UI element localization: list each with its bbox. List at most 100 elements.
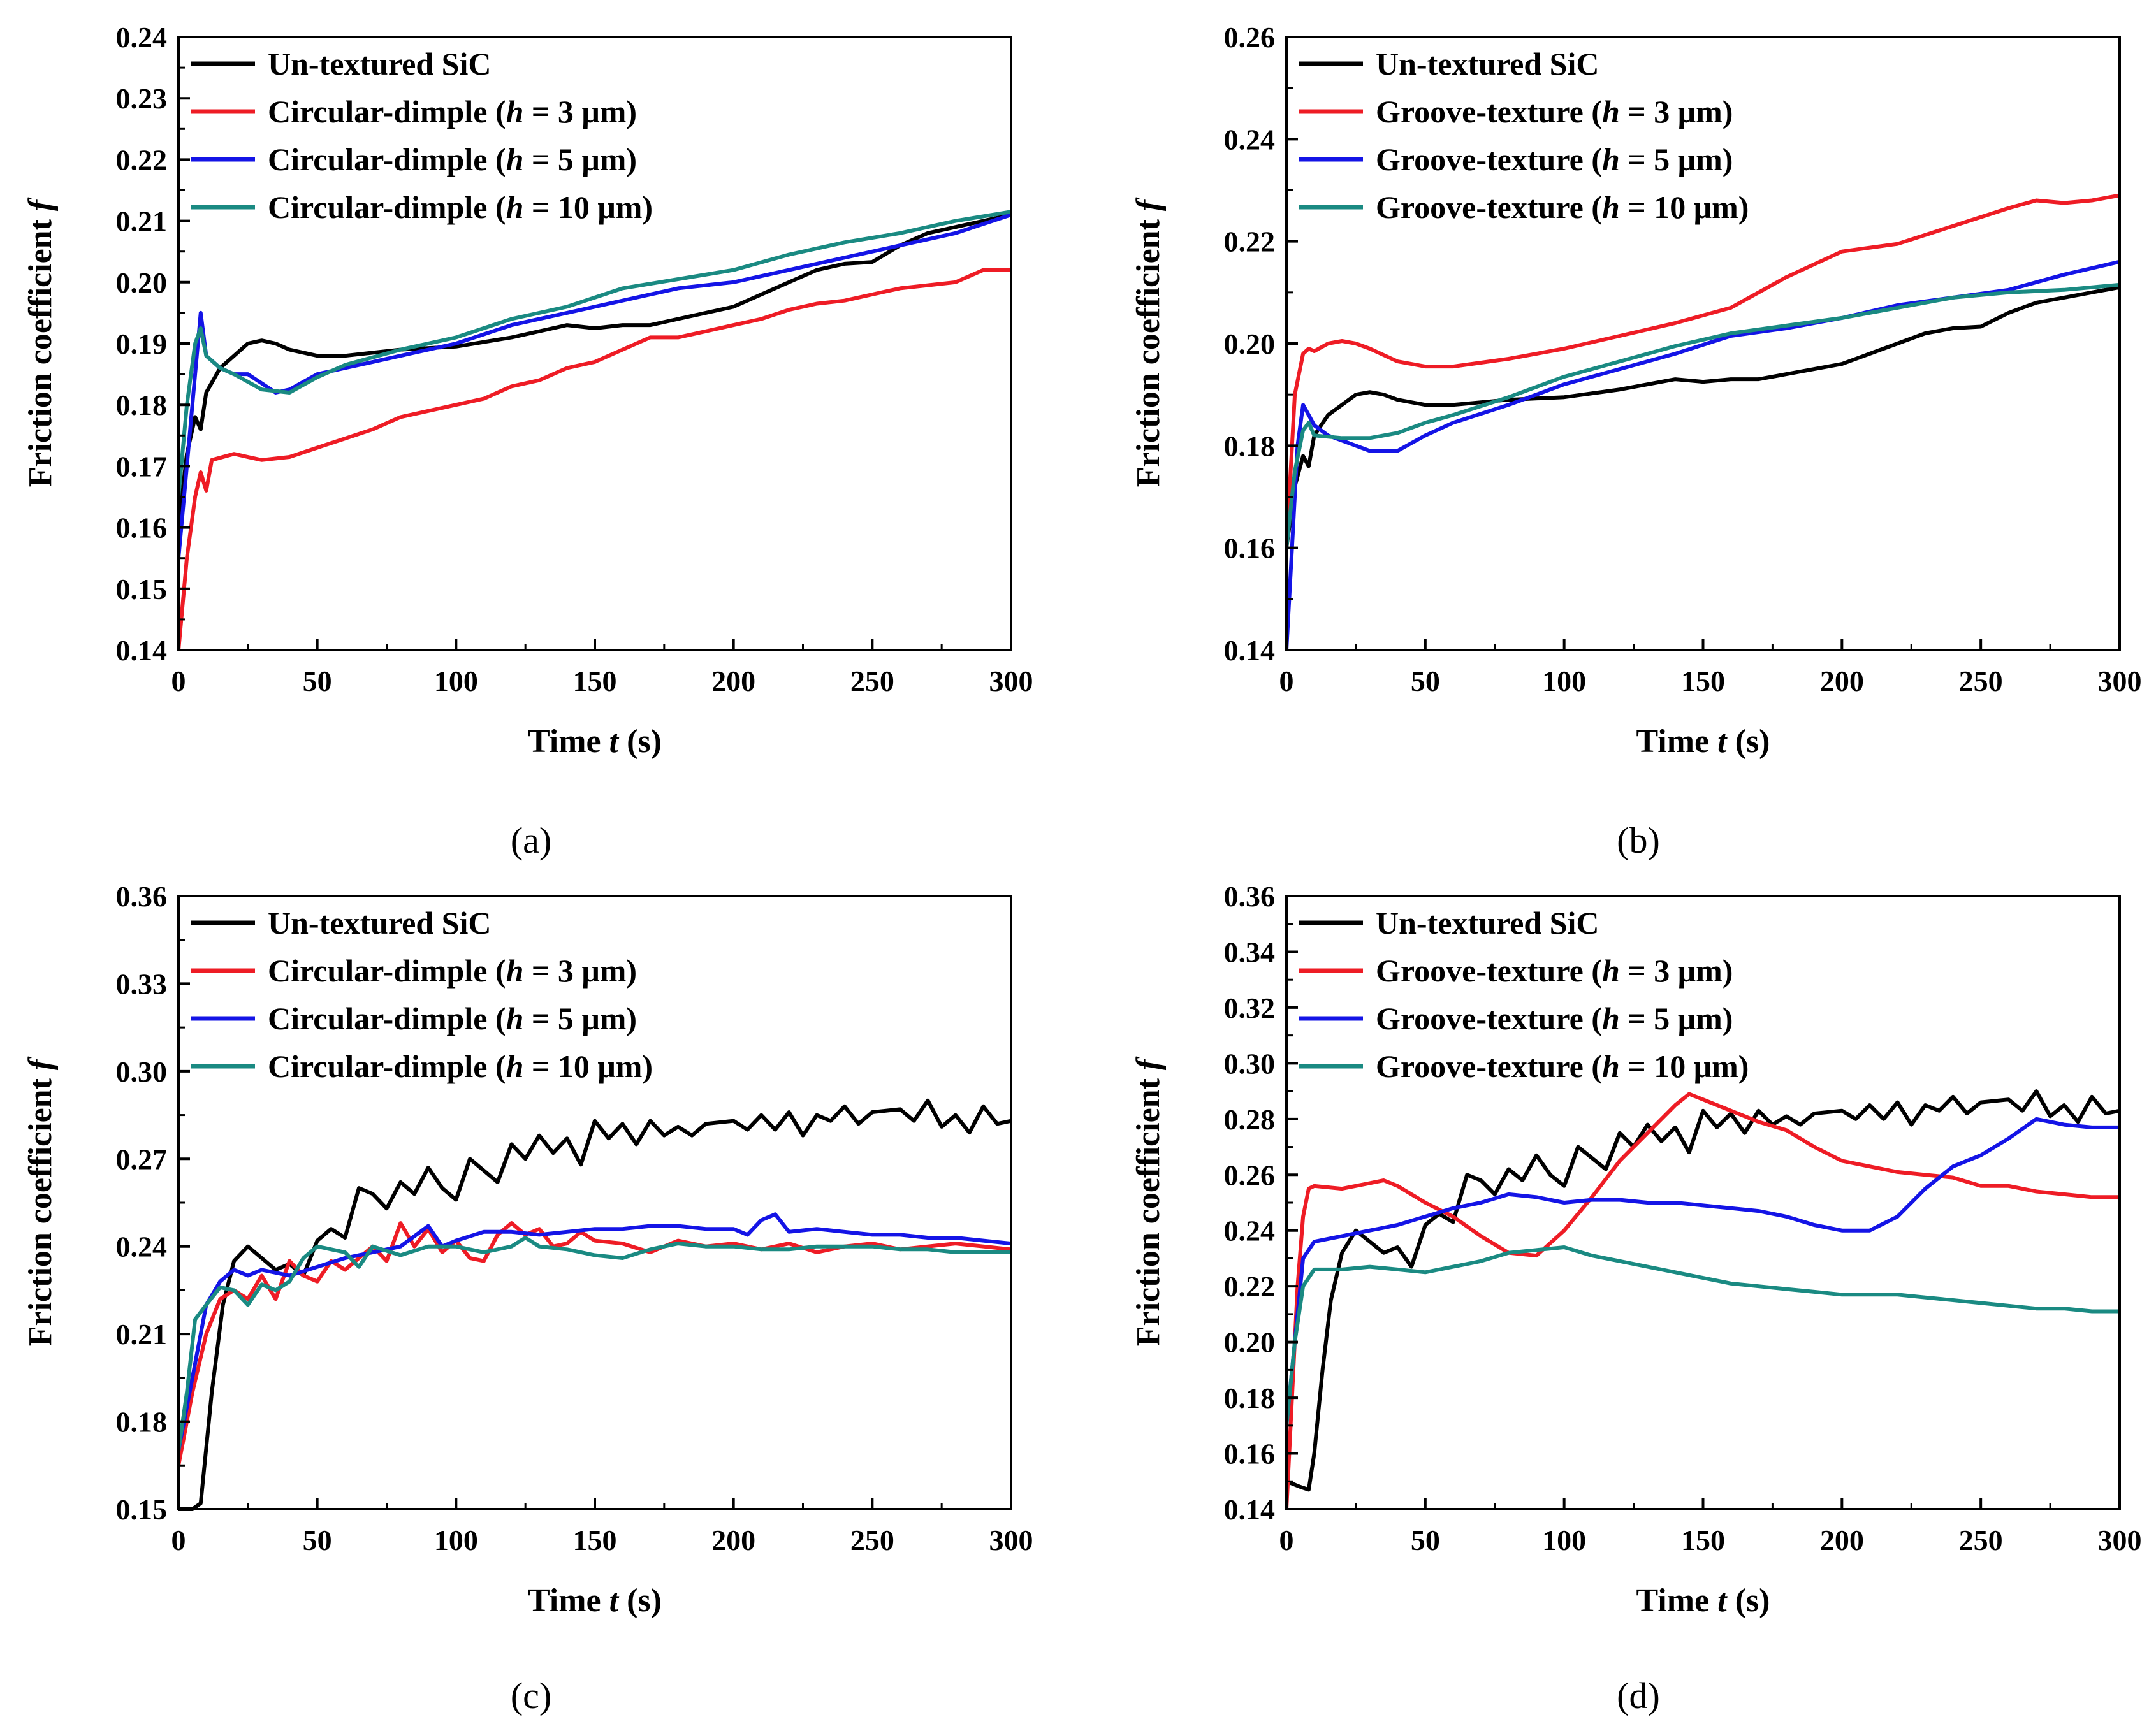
y-tick-label: 0.16 bbox=[116, 512, 168, 544]
series-line-h3 bbox=[1285, 193, 2120, 548]
y-tick-label: 0.18 bbox=[116, 1406, 168, 1438]
series-line-h3 bbox=[1285, 1092, 2120, 1510]
series-line-untextured bbox=[178, 1098, 1012, 1511]
legend-label-h5: Circular-dimple (h = 5 μm) bbox=[268, 1001, 637, 1036]
series-line-h10 bbox=[1285, 1245, 2120, 1426]
legend: Un-textured SiC Circular-dimple (h = 3 μm… bbox=[191, 46, 653, 225]
y-tick-label: 0.20 bbox=[1224, 328, 1276, 360]
x-axis-label: Time t (s) bbox=[1636, 723, 1770, 760]
x-axis-label: Time t (s) bbox=[528, 1583, 662, 1619]
x-tick-label: 250 bbox=[1959, 665, 2003, 697]
x-tick-label: 200 bbox=[1820, 665, 1864, 697]
y-tick-label: 0.20 bbox=[1224, 1326, 1276, 1359]
series-line-h10 bbox=[177, 1236, 1011, 1451]
y-tick-label: 0.30 bbox=[116, 1055, 168, 1088]
y-tick-label: 0.14 bbox=[1224, 1493, 1276, 1526]
y-axis-label: Friction coefficient f bbox=[22, 197, 59, 487]
x-tick-label: 50 bbox=[303, 665, 332, 697]
series-line-h10 bbox=[177, 210, 1012, 497]
legend-label-h10: Circular-dimple (h = 10 μm) bbox=[268, 1048, 653, 1084]
x-tick-label: 300 bbox=[2098, 1524, 2142, 1556]
legend: Un-textured SiC Groove-texture (h = 3 μm)… bbox=[1299, 905, 1749, 1084]
y-axis-label: Friction coefficient f bbox=[1130, 197, 1167, 487]
y-tick-label: 0.36 bbox=[116, 880, 168, 913]
y-tick-label: 0.15 bbox=[116, 573, 168, 605]
x-tick-label: 50 bbox=[1411, 1524, 1440, 1556]
y-tick-label: 0.24 bbox=[1224, 123, 1276, 156]
x-tick-label: 150 bbox=[573, 1524, 617, 1556]
series-line-untextured bbox=[1285, 1089, 2120, 1492]
y-tick-label: 0.24 bbox=[1224, 1215, 1276, 1247]
y-tick-label: 0.24 bbox=[116, 21, 168, 54]
legend-label-h5: Groove-texture (h = 5 μm) bbox=[1376, 141, 1733, 177]
series-line-h5 bbox=[1285, 259, 2120, 651]
x-tick-label: 100 bbox=[1542, 1524, 1586, 1556]
y-tick-label: 0.32 bbox=[1224, 992, 1276, 1024]
legend-label-h5: Groove-texture (h = 5 μm) bbox=[1376, 1001, 1733, 1036]
y-tick-label: 0.19 bbox=[116, 328, 168, 360]
legend: Un-textured SiC Circular-dimple (h = 3 μm… bbox=[191, 905, 653, 1084]
x-tick-label: 150 bbox=[1681, 665, 1725, 697]
legend-label-untextured: Un-textured SiC bbox=[268, 905, 491, 941]
y-tick-label: 0.22 bbox=[116, 143, 168, 176]
x-tick-label: 50 bbox=[1411, 665, 1440, 697]
legend-label-h3: Groove-texture (h = 3 μm) bbox=[1376, 94, 1733, 129]
legend-label-h3: Groove-texture (h = 3 μm) bbox=[1376, 953, 1733, 989]
series-line-h5 bbox=[177, 1212, 1012, 1451]
y-tick-label: 0.27 bbox=[116, 1143, 168, 1175]
chart-panel-b: 0 50 100 150 200 250 300 0.14 0.16 0.18 0.20 0.22 0.… bbox=[1130, 21, 2142, 861]
x-tick-label: 250 bbox=[850, 665, 894, 697]
y-tick-label: 0.22 bbox=[1224, 226, 1276, 258]
x-tick-label: 200 bbox=[711, 665, 755, 697]
chart-panel-c: 0 50 100 150 200 250 300 0.15 0.18 0.21 0.24 0.27 0.… bbox=[22, 880, 1033, 1716]
x-tick-label: 300 bbox=[989, 665, 1033, 697]
y-tick-label: 0.26 bbox=[1224, 21, 1276, 54]
x-tick-label: 100 bbox=[434, 1524, 478, 1556]
x-tick-label: 250 bbox=[1959, 1524, 2003, 1556]
series-line-h10 bbox=[1285, 282, 2120, 549]
x-tick-label: 250 bbox=[850, 1524, 894, 1556]
panel-label: (d) bbox=[1617, 1675, 1660, 1716]
y-tick-label: 0.33 bbox=[116, 967, 168, 1000]
legend-label-h10: Groove-texture (h = 10 μm) bbox=[1376, 1048, 1749, 1084]
x-tick-label: 300 bbox=[989, 1524, 1033, 1556]
panel-label: (c) bbox=[511, 1675, 551, 1716]
y-tick-label: 0.14 bbox=[1224, 634, 1276, 667]
y-tick-label: 0.21 bbox=[116, 1318, 168, 1351]
x-tick-label: 150 bbox=[1681, 1524, 1725, 1556]
y-tick-label: 0.15 bbox=[116, 1493, 168, 1526]
y-axis-label: Friction coefficient f bbox=[1130, 1056, 1167, 1346]
x-tick-label: 0 bbox=[1279, 1524, 1294, 1556]
legend-label-untextured: Un-textured SiC bbox=[1376, 46, 1599, 82]
x-tick-label: 100 bbox=[1542, 665, 1586, 697]
x-axis-label: Time t (s) bbox=[1636, 1583, 1770, 1619]
y-tick-label: 0.28 bbox=[1224, 1103, 1276, 1136]
series-line-h5 bbox=[1285, 1117, 2120, 1426]
y-tick-label: 0.20 bbox=[116, 266, 168, 299]
x-axis-label: Time t (s) bbox=[528, 723, 662, 760]
y-tick-label: 0.14 bbox=[116, 634, 168, 667]
legend-label-h5: Circular-dimple (h = 5 μm) bbox=[268, 141, 637, 177]
y-tick-label: 0.34 bbox=[1224, 936, 1276, 968]
x-tick-label: 0 bbox=[1279, 665, 1294, 697]
y-tick-label: 0.21 bbox=[116, 205, 168, 238]
x-tick-label: 200 bbox=[711, 1524, 755, 1556]
legend-label-h10: Circular-dimple (h = 10 μm) bbox=[268, 189, 653, 225]
x-tick-label: 100 bbox=[434, 665, 478, 697]
legend-label-h10: Groove-texture (h = 10 μm) bbox=[1376, 189, 1749, 225]
x-tick-label: 0 bbox=[171, 665, 186, 697]
y-tick-label: 0.36 bbox=[1224, 880, 1276, 913]
y-tick-label: 0.30 bbox=[1224, 1047, 1276, 1080]
y-tick-label: 0.22 bbox=[1224, 1270, 1276, 1303]
x-tick-label: 300 bbox=[2098, 665, 2142, 697]
x-tick-label: 50 bbox=[303, 1524, 332, 1556]
legend-label-h3: Circular-dimple (h = 3 μm) bbox=[268, 94, 637, 129]
chart-panel-d: 0 50 100 150 200 250 300 0.14 0.16 0.18 0.20 0.22 0.… bbox=[1130, 880, 2142, 1716]
legend-label-h3: Circular-dimple (h = 3 μm) bbox=[268, 953, 637, 989]
y-tick-label: 0.18 bbox=[1224, 430, 1276, 462]
chart-panel-a: 0 50 100 150 200 250 300 0.14 0.15 0.16 0.17 0.18 0.… bbox=[22, 21, 1033, 861]
legend-label-untextured: Un-textured SiC bbox=[268, 46, 491, 82]
y-tick-label: 0.18 bbox=[1224, 1382, 1276, 1414]
y-tick-label: 0.18 bbox=[116, 389, 168, 421]
